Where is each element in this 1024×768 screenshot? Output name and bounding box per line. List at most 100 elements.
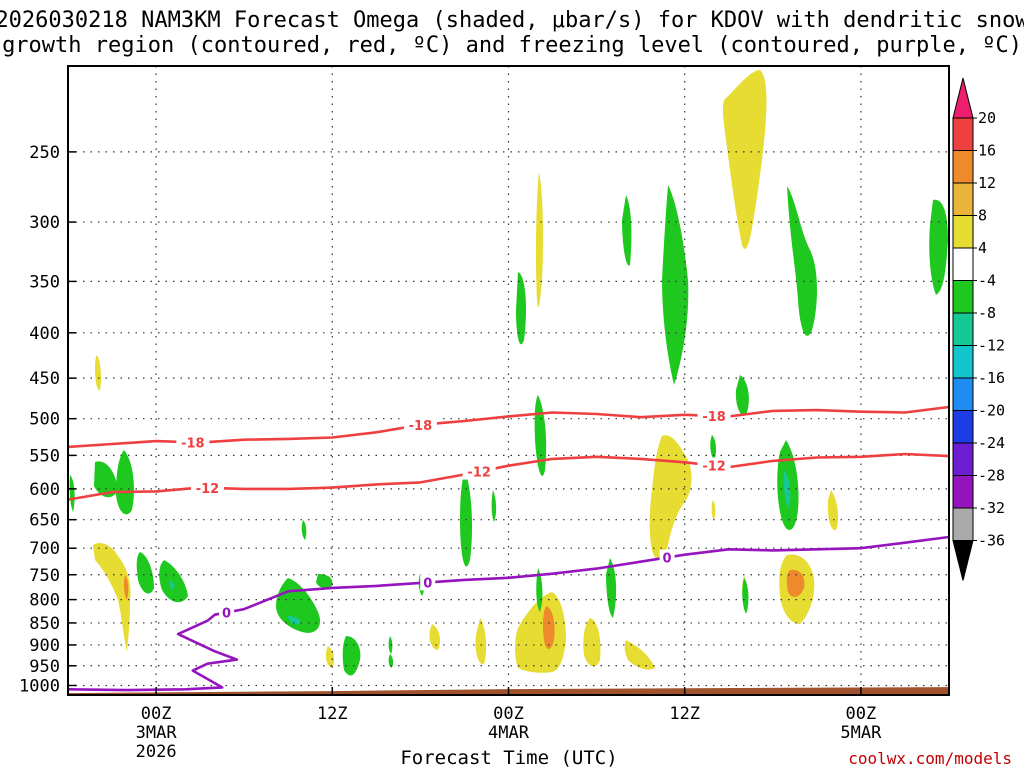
contour-label-background bbox=[176, 434, 210, 451]
colorbar-label: -32 bbox=[978, 499, 1005, 517]
contour-label: -12 bbox=[196, 482, 220, 497]
contour-layer: -18 -18 -18 -12 -12 -12 0 0 0 bbox=[67, 405, 950, 692]
omega-shade-positive bbox=[93, 543, 131, 652]
x-tick-label: 2026 bbox=[136, 742, 177, 762]
omega-shade-negative bbox=[159, 560, 188, 603]
omega-shade-negative bbox=[136, 552, 154, 594]
colorbar-segment bbox=[952, 410, 974, 444]
x-tick-label: 12Z bbox=[317, 704, 348, 724]
omega-shade-positive bbox=[515, 592, 566, 673]
omega-shade-positive bbox=[711, 500, 716, 520]
omega-shade-negative bbox=[710, 435, 717, 460]
contour-label: -18 bbox=[702, 410, 726, 425]
colorbar-label: -28 bbox=[978, 467, 1005, 485]
plot-area-background bbox=[68, 66, 949, 695]
omega-shade-negative bbox=[316, 574, 333, 589]
colorbar-label: 16 bbox=[978, 142, 996, 160]
y-axis: 2503003504004505005506006507007508008509… bbox=[19, 143, 76, 696]
y-tick-label: 600 bbox=[29, 480, 60, 500]
y-tick-label: 450 bbox=[29, 369, 60, 389]
colorbar-label: 20 bbox=[978, 109, 996, 127]
omega-shade-negative bbox=[787, 186, 817, 336]
x-tick-label: 4MAR bbox=[488, 723, 530, 743]
omega-shade-negative bbox=[536, 568, 543, 612]
colorbar-segment bbox=[952, 182, 974, 216]
colorbar-label: 12 bbox=[978, 174, 996, 192]
x-tick-label: 5MAR bbox=[840, 723, 882, 743]
colorbar-segment bbox=[952, 475, 974, 509]
colorbar-label: -20 bbox=[978, 402, 1005, 420]
y-tick-label: 650 bbox=[29, 511, 60, 531]
colorbar-segment bbox=[952, 507, 974, 541]
chart-title-line-1: 2026030218 NAM3KM Forecast Omega (shaded… bbox=[0, 8, 1024, 33]
colorbar-segment bbox=[952, 150, 974, 184]
contour-line bbox=[67, 405, 950, 449]
y-tick-label: 850 bbox=[29, 614, 60, 634]
x-tick-label: 3MAR bbox=[136, 723, 178, 743]
colorbar-label: 4 bbox=[978, 239, 987, 257]
x-tick-label: 00Z bbox=[493, 704, 524, 724]
omega-shade-positive bbox=[624, 640, 655, 670]
colorbar-bottom-arrow bbox=[952, 540, 974, 581]
omega-shade-positive bbox=[583, 618, 601, 667]
contour-label-background bbox=[462, 463, 496, 480]
contour-label: -18 bbox=[181, 436, 205, 451]
chart-title-line-2: growth region (contoured, red, ºC) and f… bbox=[2, 33, 1022, 58]
y-tick-label: 700 bbox=[29, 539, 60, 559]
contour-label-background bbox=[697, 457, 731, 474]
y-tick-label: 550 bbox=[29, 446, 60, 466]
x-axis-title: Forecast Time (UTC) bbox=[400, 747, 617, 768]
contour-label: 0 bbox=[222, 606, 231, 621]
contour-label: 0 bbox=[423, 576, 432, 591]
contour-label-background bbox=[659, 549, 675, 566]
colorbar-segment bbox=[952, 377, 974, 411]
omega-shade-negative bbox=[301, 520, 307, 540]
omega-shade-positive-core bbox=[542, 606, 555, 649]
omega-shade-positive bbox=[475, 618, 487, 665]
omega-shade-negative bbox=[929, 199, 948, 295]
x-tick-label: 00Z bbox=[846, 704, 877, 724]
colorbar-label: -36 bbox=[978, 532, 1005, 550]
contour-label: 0 bbox=[663, 552, 672, 567]
colorbar-label: -4 bbox=[978, 272, 996, 290]
colorbar-segment bbox=[952, 247, 974, 281]
omega-shading bbox=[69, 70, 948, 676]
y-tick-label: 250 bbox=[29, 143, 60, 163]
omega-shade-negative bbox=[742, 578, 749, 614]
omega-shade-negative bbox=[534, 395, 547, 476]
omega-shade-positive bbox=[429, 624, 440, 650]
colorbar-segment bbox=[952, 280, 974, 314]
omega-shade-negative bbox=[491, 490, 497, 522]
y-tick-label: 800 bbox=[29, 591, 60, 611]
omega-shade-negative-core bbox=[288, 616, 301, 625]
y-tick-label: 400 bbox=[29, 324, 60, 344]
omega-shade-negative bbox=[516, 272, 526, 345]
omega-shade-negative bbox=[116, 450, 134, 515]
omega-shade-negative bbox=[622, 195, 632, 266]
contour-label-background bbox=[697, 407, 731, 424]
y-tick-label: 500 bbox=[29, 410, 60, 430]
omega-shade-negative-core bbox=[783, 470, 791, 508]
contour-label: -12 bbox=[702, 460, 726, 475]
omega-shade-negative bbox=[388, 654, 394, 668]
y-tick-label: 900 bbox=[29, 636, 60, 656]
y-tick-label: 300 bbox=[29, 213, 60, 233]
credit-text: coolwx.com/models bbox=[848, 749, 1012, 768]
colorbar-segment bbox=[952, 117, 974, 151]
omega-shade-negative bbox=[460, 470, 473, 567]
colorbar-segment bbox=[952, 442, 974, 476]
contour-label: -12 bbox=[467, 466, 491, 481]
omega-shade-negative bbox=[662, 185, 689, 385]
contour-label-background bbox=[420, 574, 436, 591]
omega-shade-positive bbox=[722, 70, 767, 249]
x-tick-label: 12Z bbox=[669, 704, 700, 724]
contour-label-background bbox=[190, 479, 224, 496]
omega-shade-positive-core bbox=[786, 569, 805, 597]
contour-line bbox=[67, 535, 950, 692]
contour-label-background bbox=[219, 604, 235, 621]
colorbar: 20 16 12 8 4 -4 -8 -12 -16 -20 -24 -28 -32 -36 bbox=[952, 77, 1005, 581]
y-tick-label: 1000 bbox=[19, 676, 60, 696]
colorbar-segment bbox=[952, 312, 974, 346]
